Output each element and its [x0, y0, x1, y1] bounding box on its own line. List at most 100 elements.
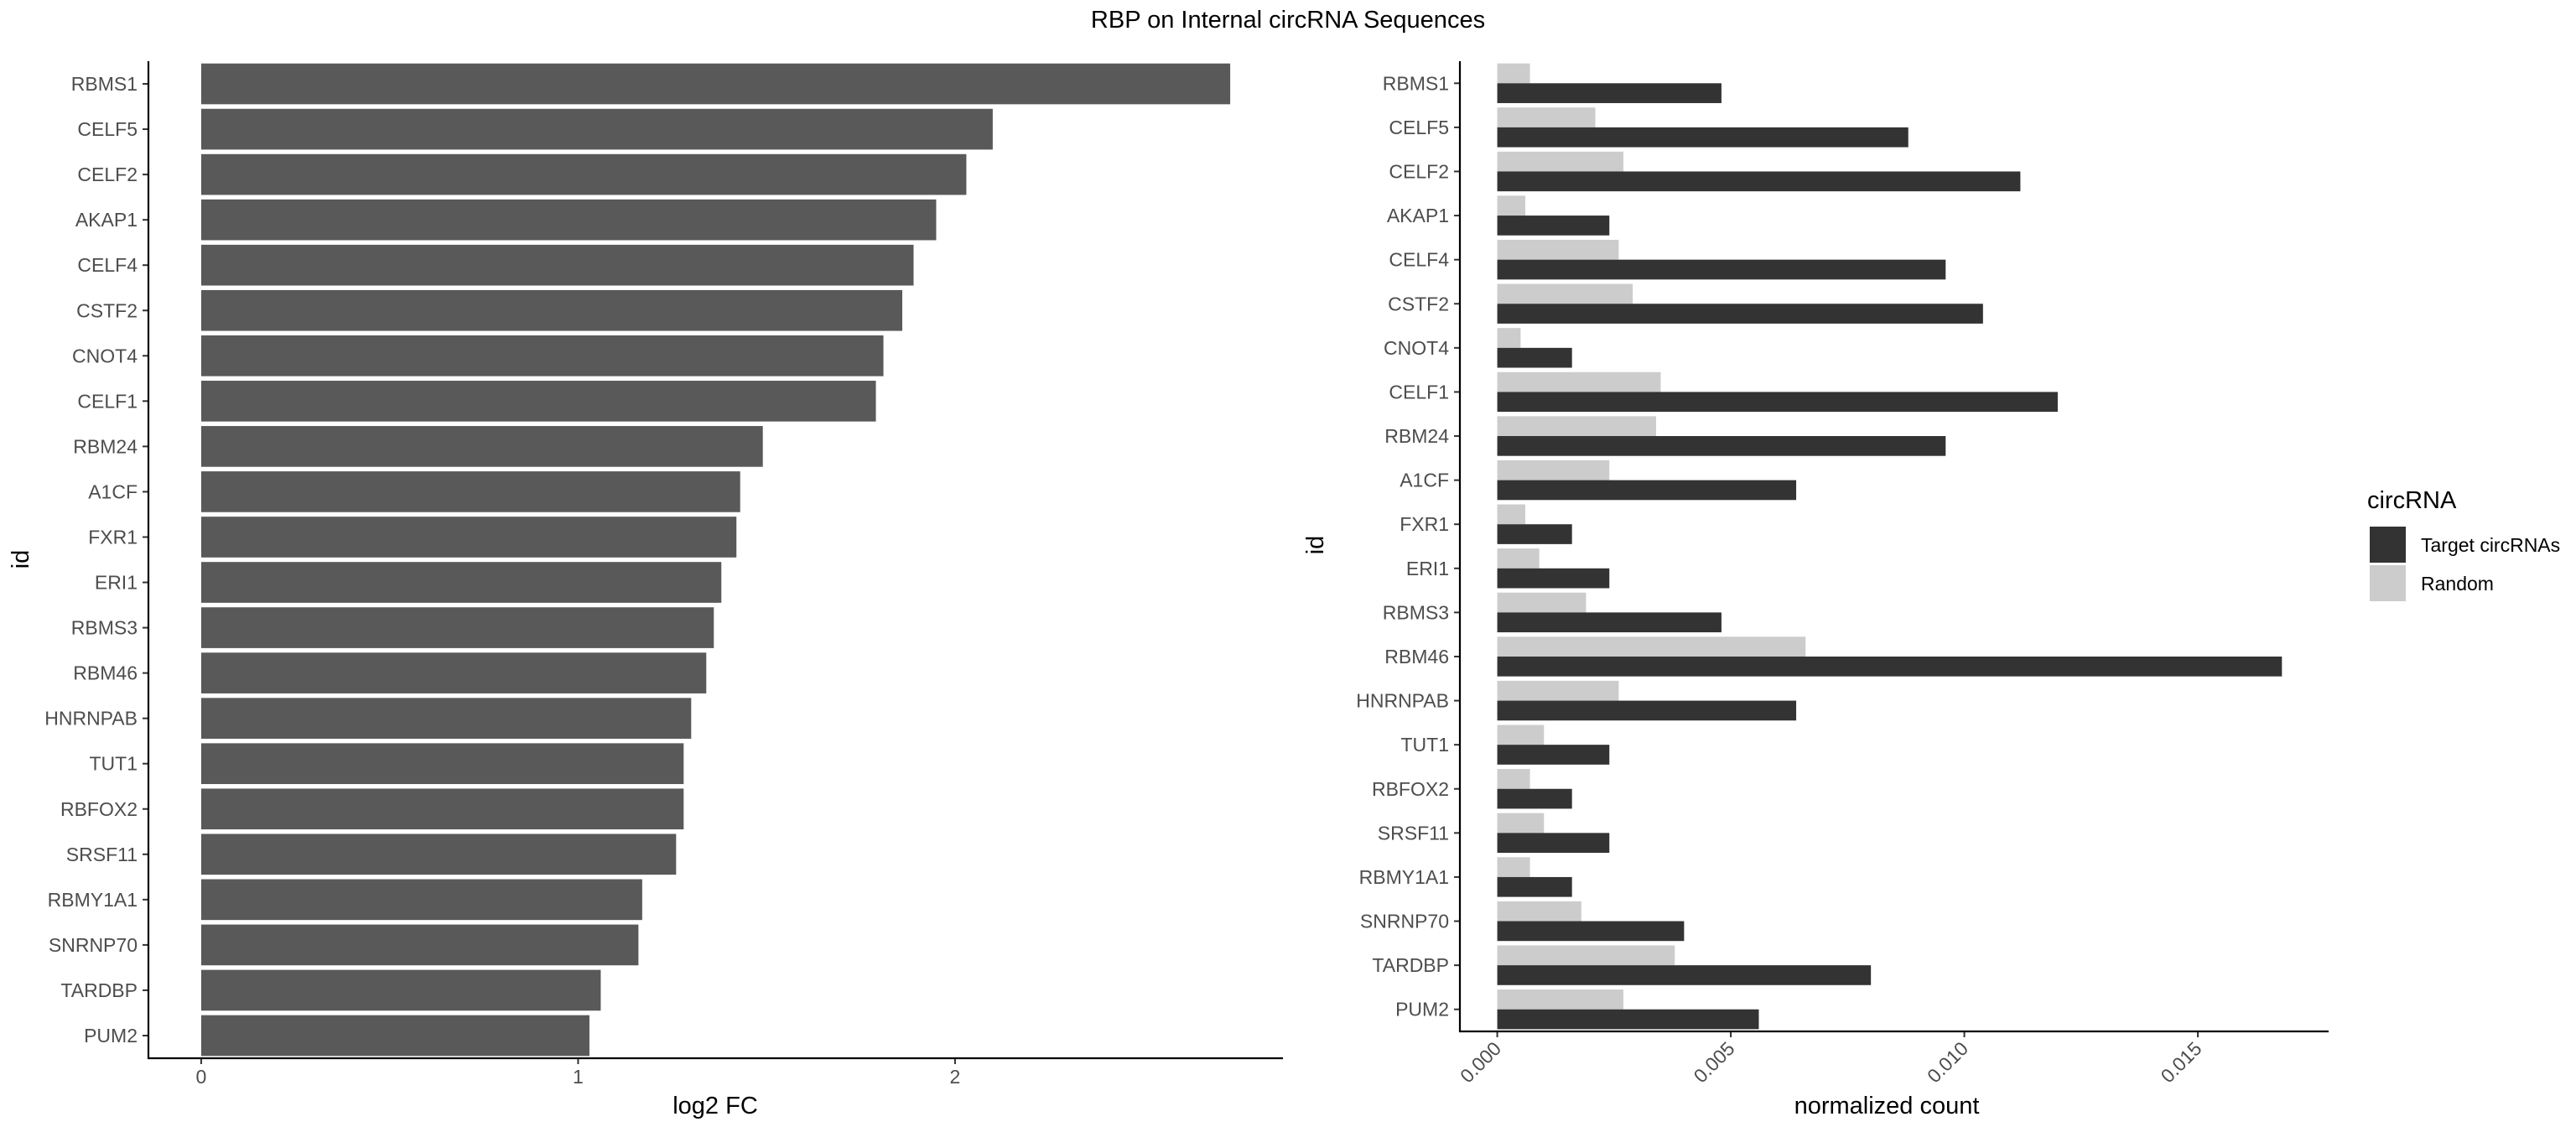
- bar-target-srsf11: [1497, 833, 1610, 854]
- y-tick-label-hnrnpab: HNRNPAB: [44, 708, 138, 730]
- bar-random-rbm46: [1497, 636, 1806, 657]
- bar-random-rbmy1a1: [1497, 857, 1530, 877]
- bar-target-rbms1: [1497, 83, 1722, 103]
- y-tick-label-eri1: ERI1: [1406, 558, 1449, 579]
- y-tick-label-celf4: CELF4: [77, 254, 138, 276]
- bar-rbm46: [200, 652, 707, 693]
- bar-random-rbms3: [1497, 592, 1587, 613]
- bar-snrnp70: [200, 924, 639, 966]
- bar-target-pum2: [1497, 1009, 1759, 1030]
- y-tick-label-celf1: CELF1: [77, 390, 138, 412]
- bar-target-celf4: [1497, 259, 1946, 280]
- y-tick-label-rbms3: RBMS3: [1383, 601, 1449, 623]
- y-tick-label-eri1: ERI1: [95, 572, 138, 594]
- right-y-ticks: RBMS1 CELF5 CELF2 AKAP1 CELF4 CSTF2 CNOT4 CELF1…: [1356, 72, 1460, 1021]
- bar-fxr1: [200, 517, 737, 558]
- bar-random-srsf11: [1497, 813, 1545, 834]
- bar-random-celf2: [1497, 151, 1623, 172]
- bar-target-snrnp70: [1497, 921, 1685, 942]
- bar-random-a1cf: [1497, 460, 1610, 480]
- bar-celf2: [200, 153, 967, 195]
- y-tick-label-fxr1: FXR1: [1400, 513, 1449, 535]
- bar-target-rbm24: [1497, 436, 1946, 456]
- bar-a1cf: [200, 471, 740, 512]
- bar-random-cnot4: [1497, 328, 1521, 348]
- left-x-ticks: 0 1 2: [196, 1058, 960, 1088]
- bar-pum2: [200, 1015, 589, 1057]
- bar-celf1: [200, 381, 876, 422]
- y-tick-label-celf4: CELF4: [1389, 249, 1449, 271]
- bar-srsf11: [200, 834, 677, 875]
- y-tick-label-celf1: CELF1: [1389, 381, 1449, 402]
- bar-target-tut1: [1497, 745, 1610, 765]
- y-tick-label-snrnp70: SNRNP70: [49, 934, 138, 956]
- x-tick-label-1: 1: [573, 1066, 584, 1088]
- bar-random-tut1: [1497, 724, 1545, 745]
- y-tick-label-celf5: CELF5: [1389, 117, 1449, 138]
- bar-hnrnpab: [200, 698, 692, 739]
- left-x-axis-title: log2 FC: [673, 1093, 758, 1119]
- y-tick-label-rbms1: RBMS1: [1383, 72, 1449, 94]
- y-tick-label-tardbp: TARDBP: [60, 979, 138, 1001]
- bar-celf4: [200, 244, 914, 286]
- legend-swatch-random: [2370, 565, 2406, 601]
- y-tick-label-cnot4: CNOT4: [1384, 337, 1449, 359]
- bar-target-tardbp: [1497, 965, 1872, 985]
- y-tick-label-pum2: PUM2: [1395, 999, 1449, 1021]
- bar-target-rbms3: [1497, 612, 1722, 633]
- x-tick-label-0: 0: [196, 1066, 207, 1088]
- bar-target-a1cf: [1497, 480, 1797, 501]
- y-tick-label-rbmy1a1: RBMY1A1: [1359, 866, 1449, 888]
- bar-akap1: [200, 199, 937, 241]
- y-tick-label-snrnp70: SNRNP70: [1360, 911, 1449, 932]
- bar-eri1: [200, 562, 722, 603]
- y-tick-label-akap1: AKAP1: [1387, 205, 1449, 226]
- bar-random-celf1: [1497, 371, 1661, 392]
- bar-cstf2: [200, 289, 903, 331]
- y-tick-label-a1cf: A1CF: [88, 480, 138, 502]
- legend: circRNA Target circRNAs Random: [2367, 487, 2560, 601]
- bar-target-rbm46: [1497, 656, 2283, 677]
- bar-target-celf5: [1497, 127, 1909, 148]
- bar-cnot4: [200, 335, 884, 377]
- bar-rbfox2: [200, 788, 684, 830]
- bar-target-celf2: [1497, 171, 2021, 192]
- y-tick-label-celf5: CELF5: [77, 118, 138, 140]
- bar-tut1: [200, 743, 684, 785]
- y-tick-label-cstf2: CSTF2: [76, 299, 138, 321]
- bar-random-celf5: [1497, 107, 1596, 127]
- legend-swatch-target-circrnas: [2370, 527, 2406, 563]
- y-tick-label-srsf11: SRSF11: [66, 844, 138, 865]
- bar-target-rbmy1a1: [1497, 876, 1572, 897]
- bar-random-fxr1: [1497, 504, 1525, 525]
- y-tick-label-celf2: CELF2: [77, 164, 138, 185]
- bar-random-eri1: [1497, 548, 1540, 569]
- bar-target-akap1: [1497, 216, 1610, 236]
- bar-rbms3: [200, 607, 714, 648]
- bar-random-rbm24: [1497, 416, 1656, 437]
- y-tick-label-tut1: TUT1: [90, 753, 138, 775]
- bar-random-hnrnpab: [1497, 680, 1619, 701]
- left-y-ticks: RBMS1 CELF5 CELF2 AKAP1 CELF4 CSTF2 CNOT4 CELF1…: [44, 73, 148, 1046]
- y-tick-label-fxr1: FXR1: [88, 526, 138, 548]
- right-x-axis-title: normalized count: [1794, 1093, 1980, 1119]
- bar-rbmy1a1: [200, 879, 642, 921]
- bar-rbms1: [200, 63, 1231, 105]
- y-tick-label-celf2: CELF2: [1389, 160, 1449, 182]
- y-tick-label-rbm24: RBM24: [1384, 425, 1449, 447]
- bar-random-rbms1: [1497, 63, 1530, 84]
- bar-random-pum2: [1497, 989, 1623, 1010]
- y-tick-label-akap1: AKAP1: [75, 209, 138, 231]
- bar-tardbp: [200, 969, 601, 1011]
- bar-target-celf1: [1497, 392, 2058, 413]
- bar-target-cnot4: [1497, 347, 1572, 368]
- bar-random-celf4: [1497, 239, 1619, 260]
- bar-target-fxr1: [1497, 524, 1572, 544]
- figure-title: RBP on Internal circRNA Sequences: [1091, 7, 1485, 34]
- y-tick-label-rbm46: RBM46: [73, 662, 138, 684]
- y-tick-label-rbm24: RBM24: [73, 435, 138, 457]
- y-tick-label-tardbp: TARDBP: [1372, 954, 1449, 976]
- legend-label-random: Random: [2421, 573, 2494, 595]
- right-y-axis-title: id: [1302, 536, 1329, 555]
- bar-random-cstf2: [1497, 283, 1633, 304]
